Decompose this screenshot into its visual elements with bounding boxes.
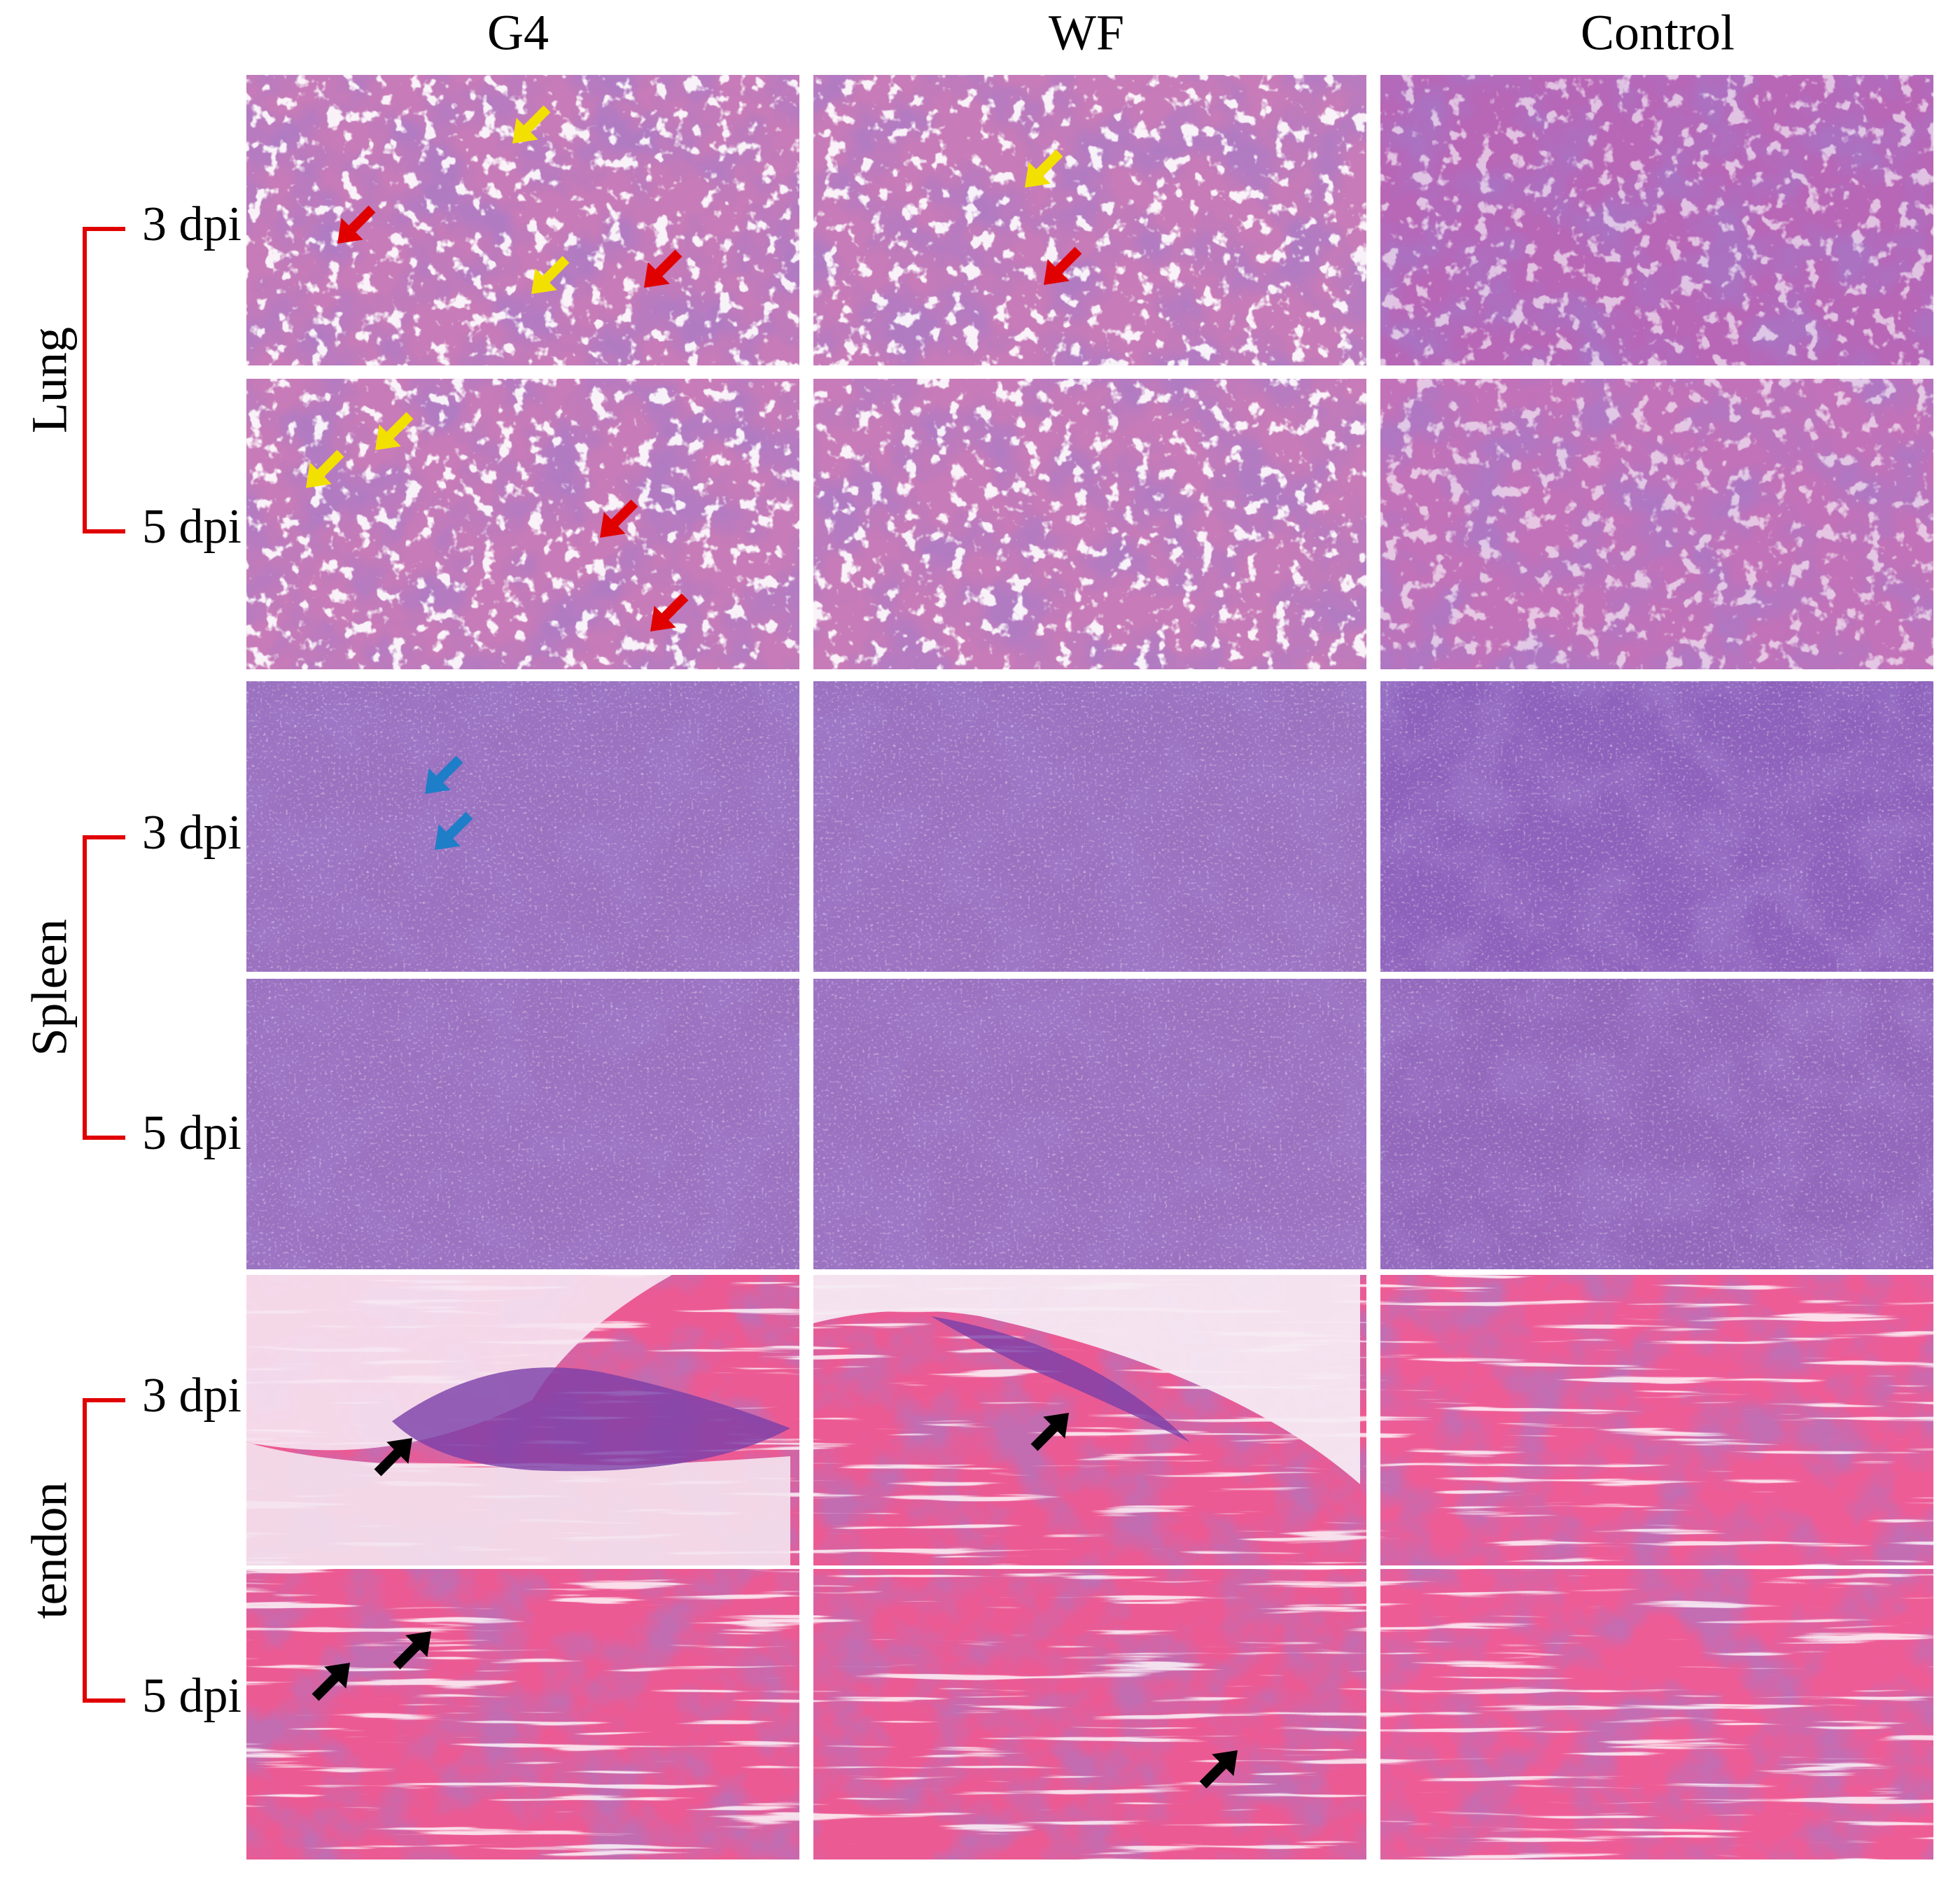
histology-panel <box>813 681 1366 972</box>
panel-fibers <box>1380 1275 1933 1565</box>
panel-fibers <box>813 1569 1366 1859</box>
histology-panel <box>813 1569 1366 1859</box>
panel-fibers <box>246 1569 799 1859</box>
panel-fibers <box>1380 1569 1933 1859</box>
panel-grain <box>1380 979 1933 1269</box>
loose-tissue <box>813 1275 1360 1484</box>
histology-panel <box>1380 1569 1933 1859</box>
row-label: 5 dpi <box>142 1669 241 1723</box>
panel-airspace <box>1380 379 1933 669</box>
histology-panel <box>246 75 799 365</box>
histology-panel <box>813 379 1366 669</box>
infiltrate <box>931 1316 1190 1442</box>
bracket <box>83 1398 125 1703</box>
bracket <box>83 835 125 1140</box>
column-header: G4 <box>487 5 549 61</box>
panel-airspace <box>1380 75 1933 365</box>
panel-grain <box>1380 681 1933 972</box>
group-label: tendon <box>22 1482 78 1619</box>
panel-grain <box>813 979 1366 1269</box>
panel-grain <box>813 681 1366 972</box>
histology-panel <box>813 75 1366 365</box>
histology-panel <box>246 681 799 972</box>
histology-panel <box>246 379 799 669</box>
row-label: 5 dpi <box>142 1106 241 1160</box>
column-header: Control <box>1581 5 1735 61</box>
panel-airspace <box>246 75 799 365</box>
histology-panel <box>813 979 1366 1269</box>
bracket <box>83 227 125 533</box>
histology-panel <box>246 979 799 1269</box>
row-label: 5 dpi <box>142 500 241 554</box>
histology-panel <box>1380 979 1933 1269</box>
loose-tissue <box>246 1275 672 1451</box>
histology-panel <box>1380 75 1933 365</box>
histology-panel <box>1380 379 1933 669</box>
histology-panel <box>1380 1275 1933 1565</box>
row-label: 3 dpi <box>142 197 241 251</box>
group-label: Lung <box>22 327 78 433</box>
row-label: 3 dpi <box>142 806 241 860</box>
group-label: Spleen <box>22 919 78 1056</box>
panel-grid <box>246 75 1933 1859</box>
infiltrate <box>392 1367 790 1472</box>
panel-airspace <box>813 75 1366 365</box>
row-label: 3 dpi <box>142 1369 241 1423</box>
panel-airspace <box>813 379 1366 669</box>
panel-grain <box>246 979 799 1269</box>
panel-grain <box>246 681 799 972</box>
column-header: WF <box>1049 5 1124 61</box>
row-labels: Lung 3 dpi 5 dpi Spleen 3 dpi 5 dpi tendon 3 dp… <box>22 197 241 1723</box>
panel-airspace <box>246 379 799 669</box>
histology-panel <box>246 1569 799 1859</box>
histology-panel <box>1380 681 1933 972</box>
